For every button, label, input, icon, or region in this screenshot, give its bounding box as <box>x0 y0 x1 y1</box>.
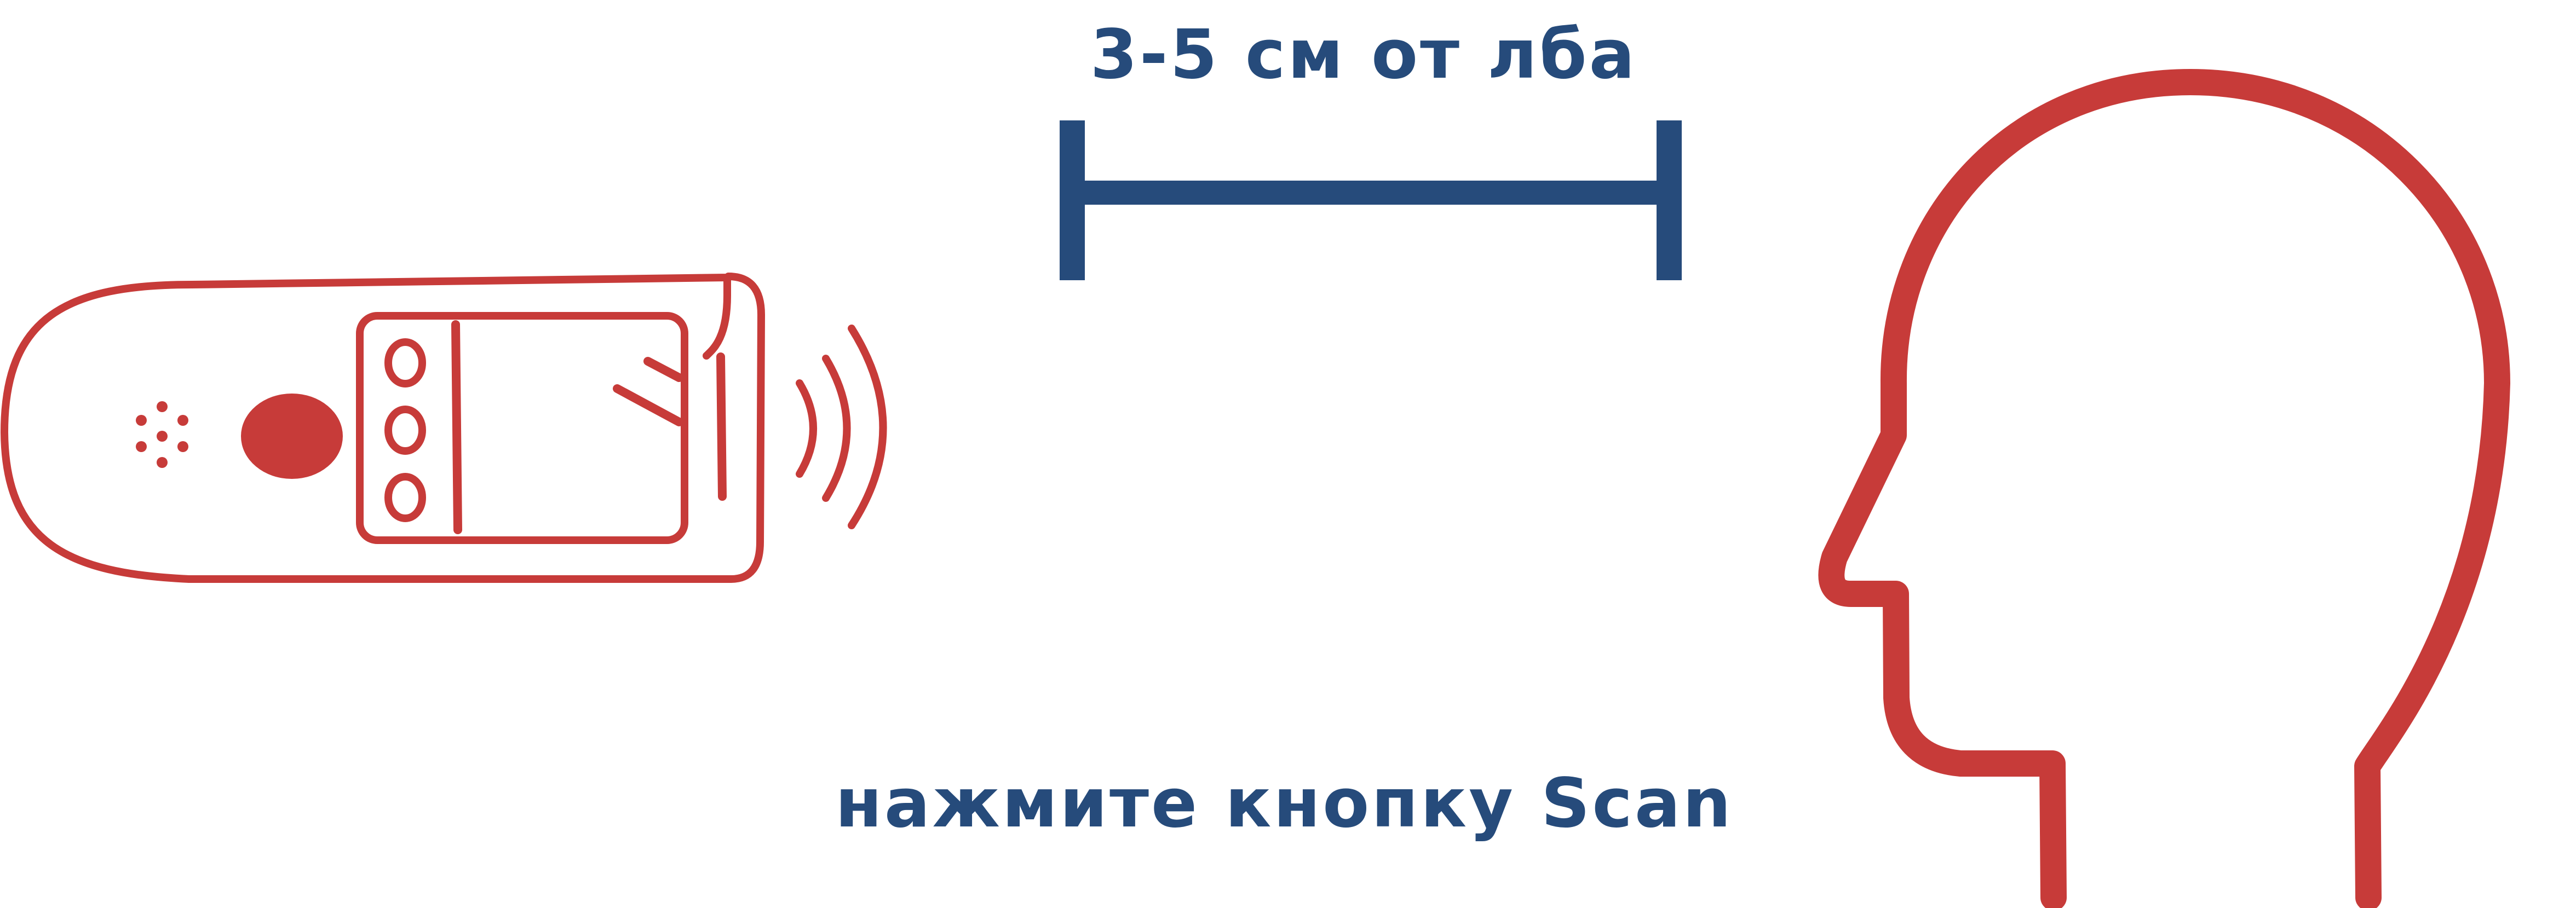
instruction-text: нажмите кнопку Scan <box>835 764 1733 843</box>
speaker-icon <box>136 401 188 468</box>
speaker-dot <box>157 431 168 442</box>
scan-button <box>241 394 343 479</box>
wave-1 <box>796 379 817 478</box>
head-profile-icon <box>1818 69 2510 908</box>
distance-label: 3-5 см от лба <box>1090 15 1637 94</box>
distance-bar-line <box>1060 181 1657 205</box>
display-mark-2 <box>613 384 683 426</box>
display-mark-1 <box>643 357 683 382</box>
speaker-dot <box>177 415 188 426</box>
sensor-slit <box>716 352 727 501</box>
device-body <box>1 273 765 583</box>
wave-3 <box>848 325 887 529</box>
device-button-3 <box>384 473 426 522</box>
distance-bar-right-cap <box>1657 120 1682 280</box>
wave-2 <box>822 355 851 502</box>
speaker-dot <box>157 401 168 412</box>
speaker-dot <box>136 415 147 426</box>
thermometer-icon <box>1 273 887 583</box>
speaker-dot <box>177 441 188 452</box>
device-button-2 <box>384 406 426 455</box>
distance-bar-icon <box>1060 120 1682 280</box>
display-divider <box>451 320 462 534</box>
speaker-dot <box>157 457 168 468</box>
device-button-1 <box>384 338 426 388</box>
signal-waves-icon <box>796 325 887 529</box>
device-display <box>356 312 688 544</box>
speaker-dot <box>136 441 147 452</box>
